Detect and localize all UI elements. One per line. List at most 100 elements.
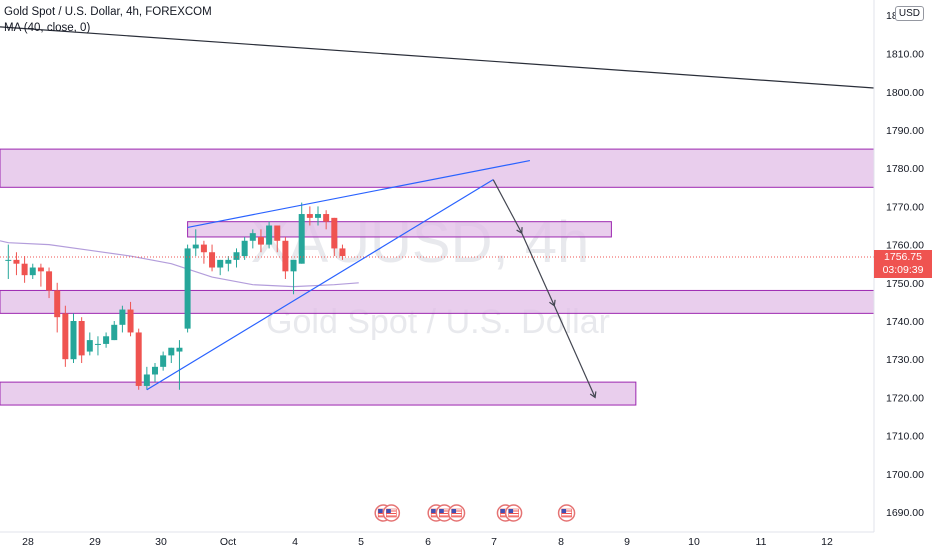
candle-body	[257, 236, 264, 245]
y-tick-label: 1790.00	[886, 125, 924, 137]
us-flag-event-icon[interactable]	[382, 504, 401, 522]
candle-body	[103, 336, 110, 344]
y-tick-label-partial: 18	[886, 10, 898, 22]
candle-body	[13, 259, 20, 264]
candle-body	[266, 225, 273, 245]
us-flag-event-icon[interactable]	[435, 504, 454, 522]
x-tick-label: 28	[22, 536, 34, 548]
watermark-symbol: XAUUSD, 4h	[251, 210, 589, 275]
bar-countdown: 03:09:39	[882, 264, 924, 276]
flag-canton	[386, 509, 391, 513]
candle-body	[111, 324, 118, 341]
sr-zone	[0, 381, 637, 406]
candle-body	[5, 259, 12, 261]
us-flag-event-icon[interactable]	[447, 504, 466, 522]
candle-body	[29, 267, 36, 276]
x-tick-label: 8	[558, 536, 564, 548]
sr-zone	[0, 148, 875, 188]
candle-body	[54, 290, 61, 318]
y-tick-label: 1720.00	[886, 392, 924, 404]
candle-body	[339, 248, 346, 257]
us-flag-event-icon[interactable]	[504, 504, 523, 522]
x-tick-label: 9	[624, 536, 630, 548]
wedge-lower-line	[146, 179, 494, 391]
flag-canton	[431, 509, 436, 513]
candle-body	[274, 225, 281, 241]
candle-body	[21, 263, 28, 276]
candle-body	[233, 252, 240, 260]
x-tick-label: 5	[358, 536, 364, 548]
candle-body	[70, 321, 77, 360]
candle-body	[94, 343, 101, 345]
flag-canton	[500, 509, 505, 513]
descending-resistance-line	[0, 26, 875, 89]
y-tick-label: 1760.00	[886, 240, 924, 252]
candle-body	[225, 259, 232, 264]
x-tick-label: 7	[491, 536, 497, 548]
flag-canton	[561, 509, 567, 513]
flag-canton	[378, 509, 383, 513]
forecast-arrow-segment	[521, 232, 555, 306]
y-tick-label: 1750.00	[886, 278, 924, 290]
y-tick-label: 1700.00	[886, 469, 924, 481]
symbol-title[interactable]: Gold Spot / U.S. Dollar, 4h, FOREXCOM	[4, 6, 212, 18]
candle-body	[217, 259, 224, 268]
wedge-upper-line	[187, 159, 531, 228]
candle-body	[37, 267, 44, 272]
candle-body	[192, 244, 199, 249]
candle-body	[209, 252, 216, 268]
y-tick-label: 1770.00	[886, 201, 924, 213]
candle-body	[184, 248, 191, 329]
x-tick-label: 30	[155, 536, 167, 548]
flag-canton	[508, 509, 514, 513]
candle-body	[62, 313, 69, 360]
x-tick-label: 12	[821, 536, 833, 548]
y-tick-label: 1800.00	[886, 87, 924, 99]
candle-body	[86, 340, 93, 352]
chart-legend: Gold Spot / U.S. Dollar, 4h, FOREXCOM MA…	[4, 4, 212, 36]
x-tick-label: 11	[756, 536, 767, 548]
y-tick-label: 1710.00	[886, 431, 924, 443]
currency-button[interactable]: USD	[894, 6, 924, 21]
x-tick-label: 4	[292, 536, 298, 548]
current-price-label: 1756.75 03:09:39	[874, 250, 932, 278]
x-tick-label: Oct	[220, 536, 236, 548]
forecast-arrow-segment	[553, 305, 596, 398]
x-tick-label: 6	[425, 536, 431, 548]
ma-indicator-label[interactable]: MA (40, close, 0)	[4, 22, 91, 34]
candle-body	[241, 240, 248, 257]
forecast-arrow-head	[589, 391, 597, 399]
candle-body	[298, 214, 305, 264]
y-tick-label: 1730.00	[886, 354, 924, 366]
y-tick-label: 1810.00	[886, 49, 924, 61]
y-tick-label: 1780.00	[886, 163, 924, 175]
candle-body	[143, 374, 150, 386]
current-price-value: 1756.75	[884, 251, 922, 263]
y-tick-label: 1740.00	[886, 316, 924, 328]
x-tick-label: 10	[688, 536, 700, 548]
y-tick-label: 1690.00	[886, 507, 924, 519]
candle-body	[135, 332, 142, 386]
candle-body	[331, 217, 338, 249]
candle-body	[127, 309, 134, 333]
candle-body	[306, 214, 313, 218]
flag-canton	[439, 509, 444, 513]
candle-body	[78, 321, 85, 356]
candle-body	[282, 240, 289, 272]
candle-body	[323, 214, 330, 222]
candle-body	[200, 244, 207, 253]
candle-body	[315, 214, 321, 218]
flag-canton	[451, 509, 457, 513]
forecast-arrow-segment	[492, 179, 523, 234]
candle-body	[160, 355, 167, 367]
us-flag-event-icon[interactable]	[557, 504, 576, 522]
candle-body	[290, 259, 297, 272]
candle-body	[152, 366, 158, 375]
x-tick-label: 29	[89, 536, 101, 548]
candle-body	[176, 347, 183, 352]
candle-body	[168, 347, 175, 356]
candle-body	[249, 233, 256, 241]
candle-body	[119, 309, 126, 325]
